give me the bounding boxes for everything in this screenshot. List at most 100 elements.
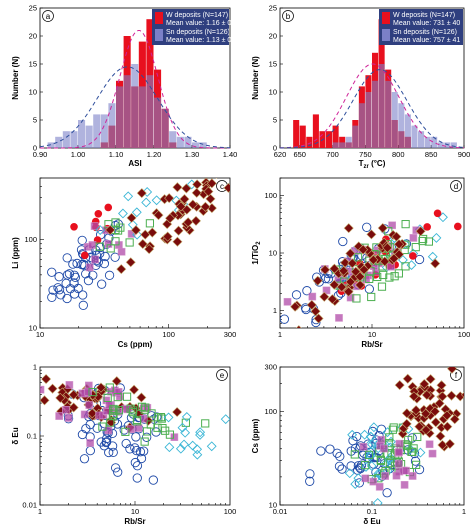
legend-label-sn: Sn deposits (N=126) — [166, 29, 230, 36]
point-square — [145, 219, 155, 228]
y-tick-label: 10 — [29, 324, 37, 333]
point-filled-square — [114, 408, 122, 416]
y-tick-label: 10 — [269, 501, 277, 510]
panel-badge — [450, 180, 462, 192]
point-open-diamond — [368, 422, 379, 433]
point-square — [108, 406, 118, 415]
bar-sn — [146, 75, 154, 148]
point-filled-square — [88, 241, 97, 249]
point-filled-square — [134, 424, 143, 432]
point-filled-square — [117, 247, 126, 256]
y-tick-label: 0.1 — [27, 432, 37, 441]
point-circle — [316, 446, 326, 456]
panel-d: d 1 10 100 1 10 100 Rb/Sr 1/TiO2 — [244, 177, 470, 349]
point-filled-square — [395, 439, 404, 448]
point-circle — [130, 457, 141, 468]
point-circle — [110, 252, 120, 262]
y-tick-label: 25 — [269, 4, 277, 13]
point-circle — [62, 293, 72, 304]
x-tick-label: 1.20 — [147, 150, 162, 159]
point-diamond — [17, 407, 26, 416]
x-axis-label: Rb/Sr — [124, 517, 145, 526]
point-square — [419, 234, 428, 244]
point-open-diamond — [365, 449, 376, 460]
point-circle — [244, 307, 252, 315]
point-red — [94, 210, 103, 218]
point-circle — [139, 446, 149, 456]
x-tick-label: 1 — [462, 507, 466, 516]
bar-sn — [154, 97, 162, 148]
y-tick-label: 10 — [269, 249, 277, 258]
point-diamond — [343, 223, 354, 234]
point-circle — [99, 441, 109, 451]
markers — [17, 374, 230, 485]
point-circle — [280, 314, 290, 324]
x-tick-label: 620 — [274, 150, 287, 159]
point-diamond — [345, 276, 356, 287]
point-diamond — [223, 182, 230, 193]
point-diamond — [319, 291, 330, 302]
point-filled-square — [170, 433, 179, 441]
bar-w — [332, 125, 339, 148]
panel-letter: c — [220, 182, 224, 191]
legend-label-w: W deposits (N=147) — [393, 12, 455, 19]
plot-frame — [39, 177, 231, 329]
point-filled-square — [84, 387, 92, 396]
point-diamond — [200, 201, 211, 212]
point-open-diamond — [187, 440, 198, 451]
point-circle — [70, 272, 81, 283]
bar-sn — [47, 142, 55, 148]
point-diamond — [213, 159, 222, 168]
markers — [305, 357, 464, 505]
point-square — [95, 242, 104, 251]
point-circle — [47, 267, 57, 277]
point-square — [129, 406, 138, 415]
y-axis-label: Cs (ppm) — [251, 418, 260, 453]
point-filled-square — [114, 388, 123, 396]
point-circle — [72, 258, 82, 269]
point-diamond — [402, 373, 413, 384]
point-circle — [47, 292, 57, 302]
point-diamond — [382, 242, 393, 253]
panel-letter: d — [454, 182, 458, 191]
point-square — [365, 274, 374, 283]
point-diamond — [329, 279, 340, 290]
point-diamond — [430, 357, 439, 366]
sn-fit-curve — [39, 66, 230, 149]
y-tick-label: 25 — [29, 4, 37, 13]
point-diamond — [354, 271, 365, 282]
point-circle — [110, 463, 121, 473]
bar-sn — [176, 136, 184, 148]
point-diamond — [411, 405, 422, 416]
x-tick-label: 1 — [38, 507, 42, 516]
x-axis-label: δ Eu — [363, 517, 380, 526]
point-open-diamond — [123, 191, 134, 202]
bar-sn — [352, 125, 359, 148]
y-axis-label: Number (N) — [251, 56, 260, 100]
point-filled-square — [86, 439, 95, 447]
point-circle — [99, 258, 110, 269]
bar-sn — [345, 136, 352, 148]
point-square — [385, 273, 394, 282]
x-tick-label: 800 — [392, 150, 405, 159]
point-square — [126, 404, 135, 413]
point-filled-square — [409, 234, 418, 242]
y-tick-label: 0.01 — [22, 501, 37, 510]
point-diamond — [310, 306, 321, 317]
point-diamond — [391, 231, 402, 242]
y-axis-label: Number (N) — [11, 56, 20, 100]
y-tick-label: 20 — [269, 32, 277, 41]
point-circle — [78, 290, 88, 300]
x-tick-label: 1.00 — [71, 150, 86, 159]
bar-sn — [108, 103, 116, 148]
point-diamond — [359, 264, 370, 275]
point-square — [376, 456, 386, 466]
bar-sn — [78, 120, 86, 148]
y-tick-label: 0 — [33, 144, 37, 153]
y-tick-label: 1 — [273, 306, 277, 315]
bar-sn — [93, 114, 101, 148]
point-circle — [130, 443, 140, 453]
point-diamond — [205, 193, 216, 204]
point-square — [413, 432, 422, 442]
point-circle — [291, 290, 302, 300]
